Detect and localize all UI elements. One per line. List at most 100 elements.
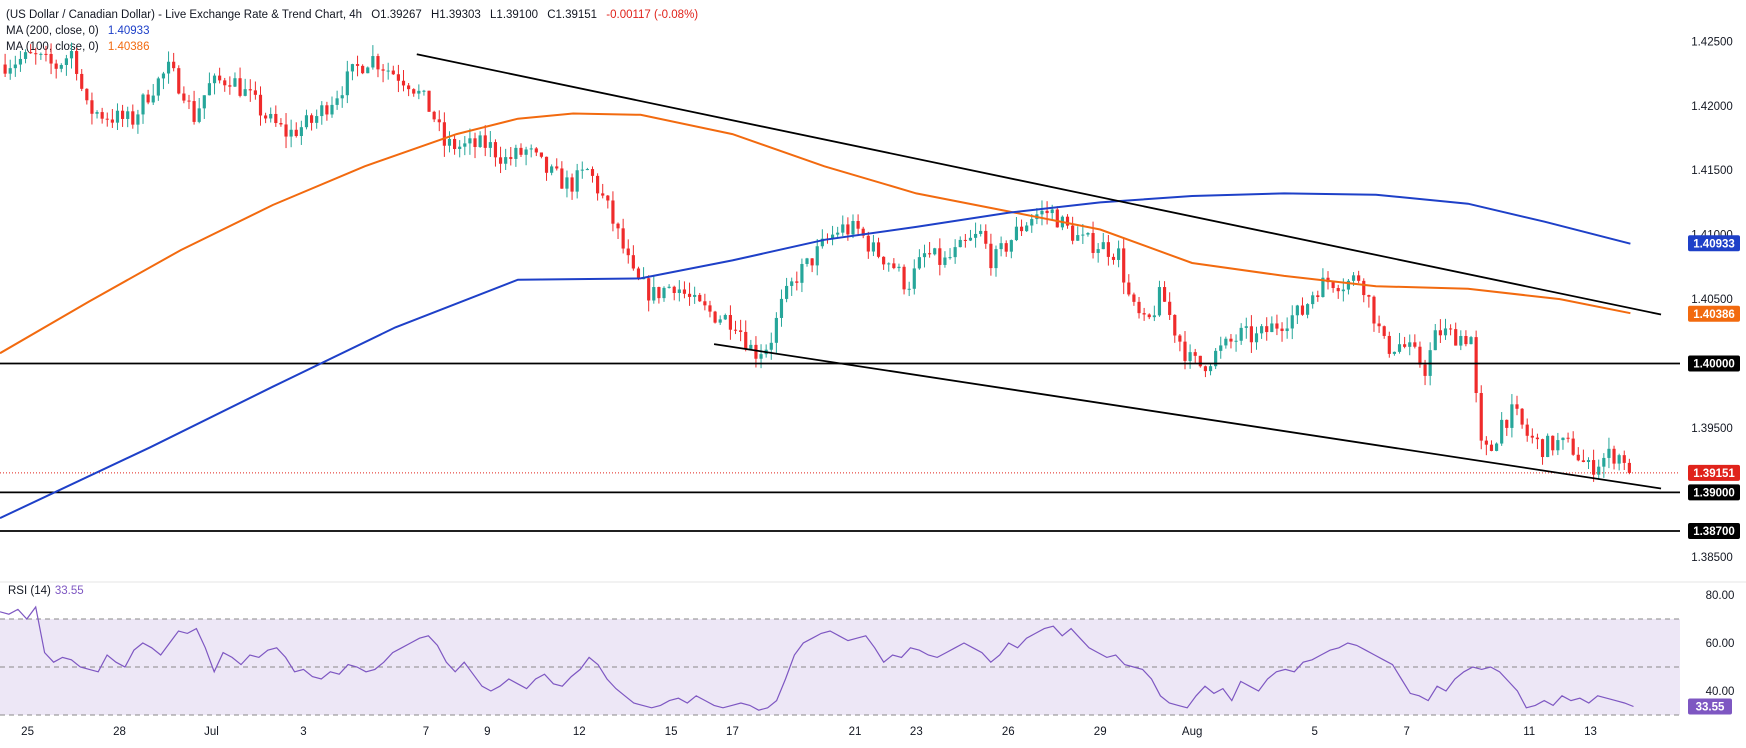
candle-body xyxy=(1009,240,1013,252)
candle xyxy=(1203,365,1208,378)
candle xyxy=(999,236,1003,257)
candle-body xyxy=(115,110,120,123)
candle xyxy=(386,62,390,80)
candle xyxy=(1566,432,1570,443)
candle-body xyxy=(723,315,727,320)
candle-body xyxy=(437,119,441,123)
candle xyxy=(258,86,263,126)
candle xyxy=(121,104,125,127)
low-value: L1.39100 xyxy=(490,9,538,21)
candle-body xyxy=(1086,233,1090,235)
candle-body xyxy=(1397,344,1402,352)
candle xyxy=(330,96,334,118)
candle-body xyxy=(907,288,911,290)
candle-body xyxy=(1055,209,1059,228)
candle-body xyxy=(1377,323,1381,327)
candle xyxy=(1270,316,1274,333)
candle-body xyxy=(1433,330,1437,351)
candle xyxy=(294,122,298,138)
candle-body xyxy=(141,94,145,115)
candle xyxy=(105,112,109,127)
candle xyxy=(1561,437,1565,450)
candle xyxy=(606,194,610,209)
candle-body xyxy=(580,169,584,171)
x-tick-label: 17 xyxy=(726,726,739,738)
candle-body xyxy=(785,285,789,299)
ma100-price-badge-bg xyxy=(1688,305,1740,322)
candle xyxy=(805,257,809,267)
candle xyxy=(64,54,68,76)
candle xyxy=(693,286,697,304)
candle-body xyxy=(529,148,533,150)
candle-body xyxy=(233,78,237,87)
candle xyxy=(989,233,993,276)
candle-body xyxy=(1484,440,1488,445)
candle xyxy=(355,55,360,77)
x-tick-label: 5 xyxy=(1312,726,1318,738)
candle-body xyxy=(851,221,855,235)
candle-body xyxy=(371,56,375,68)
candle-body xyxy=(1454,329,1458,346)
x-tick-label: Jul xyxy=(204,726,219,738)
candle-body xyxy=(126,111,130,119)
candle-body xyxy=(999,243,1003,250)
candle-body xyxy=(264,115,268,119)
candle xyxy=(652,275,656,304)
ma200-value: 1.40933 xyxy=(107,25,150,37)
candle-body xyxy=(1076,235,1080,241)
candle-body xyxy=(1142,313,1146,315)
candle-body xyxy=(447,138,452,146)
candle-body xyxy=(631,255,635,269)
candle-body xyxy=(1198,355,1202,367)
candle xyxy=(335,90,339,110)
candle xyxy=(1076,226,1080,241)
candle xyxy=(1071,216,1075,245)
candle-body xyxy=(1260,326,1264,334)
candle xyxy=(1086,232,1090,237)
candle-body xyxy=(100,112,104,119)
ma100-legend-row[interactable]: MA (100, close, 0) 1.40386 xyxy=(6,39,698,55)
candle xyxy=(437,110,441,132)
rsi-legend[interactable]: RSI (14) 33.55 xyxy=(8,585,84,597)
x-tick-label: 13 xyxy=(1584,726,1597,738)
candle-body xyxy=(391,70,395,75)
candle xyxy=(187,94,191,110)
candle-body xyxy=(228,85,232,87)
candle xyxy=(1188,344,1192,369)
candle-body xyxy=(396,74,400,81)
candle xyxy=(427,90,431,112)
candle-body xyxy=(294,129,298,137)
candle xyxy=(815,238,819,276)
candle xyxy=(1469,335,1473,345)
ma200-price-badge-bg xyxy=(1688,235,1740,252)
candle xyxy=(34,47,38,65)
candle-body xyxy=(156,78,160,96)
candle xyxy=(524,146,528,166)
candle xyxy=(488,131,492,158)
change-value: -0.00117 (-0.08%) xyxy=(606,9,699,21)
candle xyxy=(1336,284,1340,299)
candle-body xyxy=(800,263,804,283)
candle xyxy=(1239,323,1243,345)
last-price-badge-bg xyxy=(1688,464,1740,481)
candle-body xyxy=(1208,366,1213,372)
candle-body xyxy=(422,90,426,92)
chart-legend: (US Dollar / Canadian Dollar) - Live Exc… xyxy=(6,7,698,55)
high-value: H1.39303 xyxy=(430,9,481,21)
candle-body xyxy=(54,63,58,69)
candle-body xyxy=(677,289,681,293)
candle-body xyxy=(1464,335,1468,345)
level-price-badge-text: 1.39000 xyxy=(1693,487,1735,499)
candle-body xyxy=(754,344,758,359)
candle-body xyxy=(1152,315,1156,318)
y-tick-label: 1.39500 xyxy=(1691,423,1733,435)
candle-body xyxy=(841,224,845,233)
candle-body xyxy=(1586,460,1591,463)
candle xyxy=(146,89,150,105)
candle xyxy=(248,79,252,102)
ma200-legend-row[interactable]: MA (200, close, 0) 1.40933 xyxy=(6,23,698,39)
candle xyxy=(1576,447,1580,462)
candle xyxy=(1106,235,1110,266)
candle xyxy=(1474,330,1478,403)
